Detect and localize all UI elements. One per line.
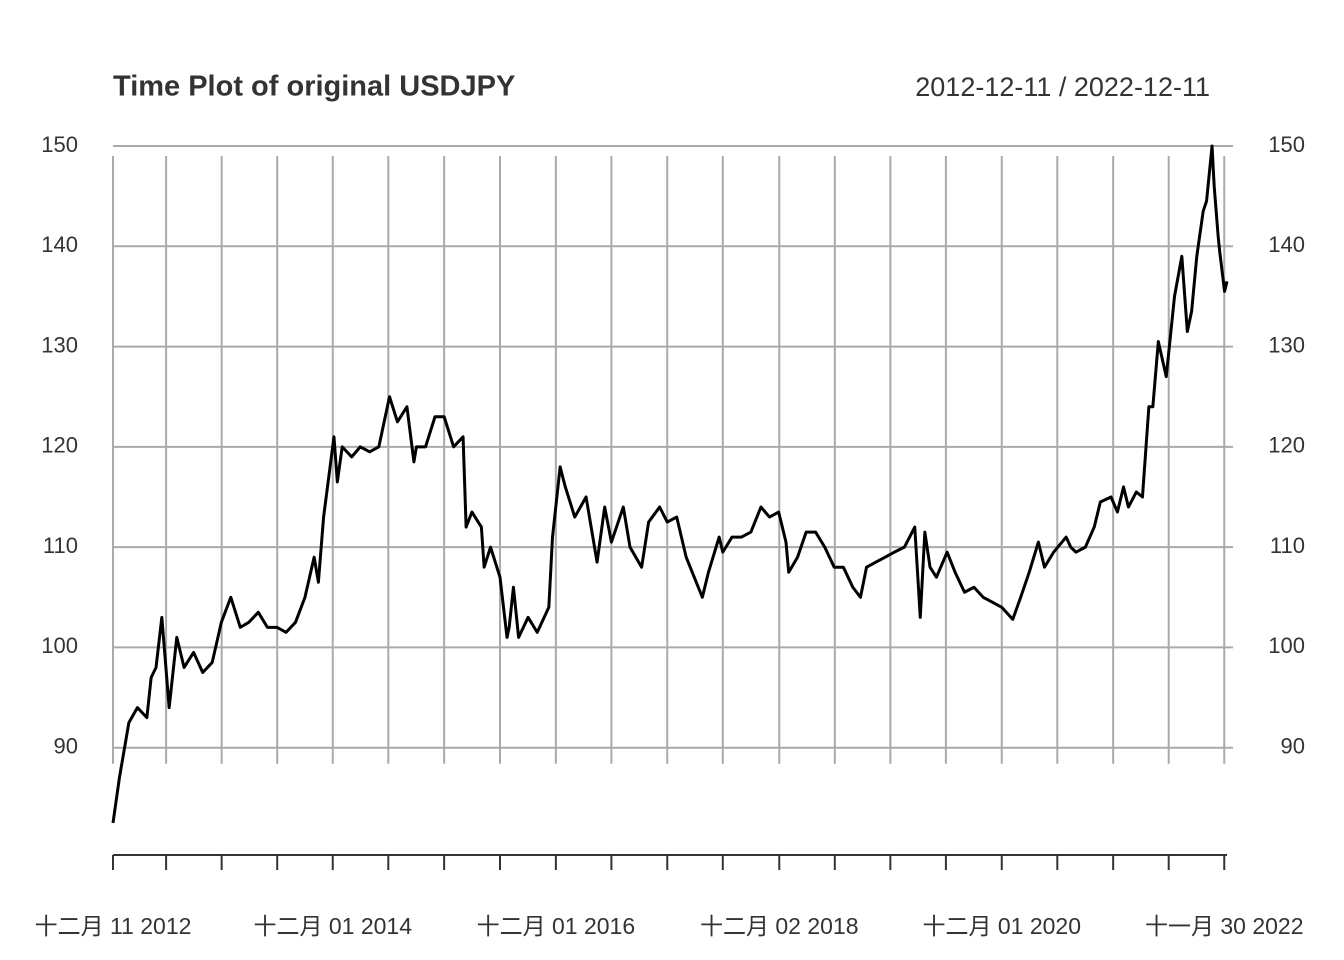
x-tick-label: 十二月 11 2012: [35, 913, 192, 939]
y-tick-label: 100: [41, 633, 78, 658]
chart-subtitle: 2012-12-11 / 2022-12-11: [915, 72, 1210, 102]
y-tick-label: 130: [41, 332, 78, 357]
y-tick-label: 110: [43, 533, 78, 558]
y-tick-label-right: 130: [1268, 332, 1305, 357]
x-tick-label: 十二月 01 2014: [253, 913, 412, 939]
chart-title: Time Plot of original USDJPY: [113, 71, 515, 103]
x-tick-label: 十二月 01 2020: [922, 913, 1081, 939]
y-tick-label-right: 110: [1270, 533, 1305, 558]
y-tick-label: 140: [41, 232, 78, 257]
y-tick-label: 120: [41, 433, 78, 458]
y-tick-label-right: 150: [1268, 132, 1305, 157]
y-tick-label-right: 120: [1268, 433, 1305, 458]
x-tick-label: 十二月 01 2016: [477, 913, 636, 939]
y-tick-label-right: 100: [1268, 633, 1305, 658]
y-tick-label-right: 140: [1268, 232, 1305, 257]
x-tick-label: 十一月 30 2022: [1145, 913, 1304, 939]
x-tick-label: 十二月 02 2018: [700, 913, 859, 939]
y-tick-label: 150: [41, 132, 78, 157]
price-line: [111, 144, 1229, 824]
y-tick-label-right: 90: [1281, 734, 1305, 759]
y-tick-label: 90: [54, 734, 78, 759]
